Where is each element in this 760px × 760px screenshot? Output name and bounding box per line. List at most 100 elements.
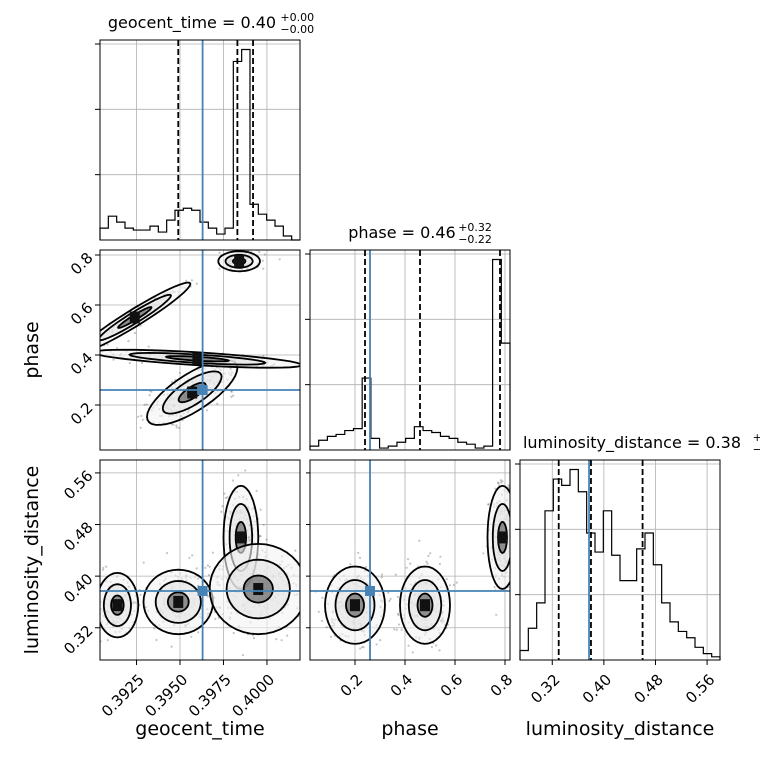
- joint-geocent-time-vs-phase-sample-point: [89, 341, 91, 343]
- joint-geocent-time-vs-phase-sample-point: [262, 354, 265, 357]
- joint-geocent-time-vs-phase-sample-point: [172, 423, 175, 426]
- joint-phase-vs-luminosity-distance-sample-point: [455, 581, 458, 584]
- title-geocent-time: geocent_time = 0.40 +0.00−0.00: [108, 11, 314, 36]
- joint-phase-vs-luminosity-distance-sample-point: [407, 644, 410, 647]
- joint-geocent-time-vs-phase-samples: [67, 244, 340, 472]
- joint-geocent-time-vs-phase-sample-point: [150, 390, 153, 393]
- joint-geocent-time-vs-phase-sample-point: [96, 337, 98, 339]
- joint-geocent-time-vs-phase-sample-point: [67, 351, 69, 353]
- joint-phase-vs-luminosity-distance-sample-point: [393, 628, 396, 631]
- joint-geocent-time-vs-phase-sample-point: [130, 462, 132, 464]
- joint-phase-vs-luminosity-distance-sample-point: [388, 599, 391, 603]
- joint-geocent-time-vs-phase-sample-point: [262, 267, 265, 270]
- joint-geocent-time-vs-phase-sample-point: [261, 259, 264, 262]
- joint-phase-vs-luminosity-distance-sample-point: [380, 573, 384, 576]
- joint-geocent-time-vs-phase-sample-point: [112, 358, 115, 361]
- joint-phase-vs-luminosity-distance-sample-point: [515, 592, 517, 594]
- joint-phase-vs-luminosity-distance-sample-point: [358, 556, 362, 560]
- joint-geocent-time-vs-luminosity-distance-sample-point: [237, 474, 240, 477]
- joint-geocent-time-vs-luminosity-distance-sample-point: [206, 564, 209, 567]
- joint-geocent-time-vs-phase-sample-point: [230, 390, 233, 393]
- joint-geocent-time-vs-phase-sample-point: [145, 403, 148, 406]
- joint-geocent-time-vs-phase-sample-point: [85, 338, 87, 340]
- joint-geocent-time-vs-luminosity-distance-sample-point: [249, 523, 252, 527]
- joint-geocent-time-vs-phase-sample-point: [94, 333, 96, 335]
- joint-geocent-time-vs-phase-sample-point: [97, 336, 99, 338]
- joint-phase-vs-luminosity-distance-sample-point: [511, 513, 513, 515]
- joint-phase-vs-luminosity-distance-sample-point: [512, 515, 514, 517]
- joint-geocent-time-vs-luminosity-distance-sample-point: [232, 631, 235, 635]
- joint-geocent-time-vs-luminosity-distance-sample-point: [231, 479, 234, 482]
- joint-geocent-time-vs-luminosity-distance-sample-point: [247, 536, 250, 539]
- joint-geocent-time-vs-phase-sample-point: [70, 355, 72, 357]
- joint-phase-vs-luminosity-distance-sample-point: [320, 619, 323, 623]
- joint-geocent-time-vs-phase-sample-point: [175, 424, 178, 427]
- joint-phase-vs-luminosity-distance-sample-point: [409, 562, 412, 565]
- xtick-label-phase: 0.4: [387, 671, 417, 701]
- joint-geocent-time-vs-phase-sample-point: [184, 279, 188, 282]
- joint-phase-vs-luminosity-distance-sample-point: [511, 551, 513, 553]
- joint-geocent-time-vs-luminosity-distance-frame-top: [99, 459, 301, 661]
- joint-phase-vs-luminosity-distance-sample-point: [513, 531, 515, 533]
- joint-phase-vs-luminosity-distance-axes: [309, 459, 517, 661]
- title-luminosity-distance: luminosity_distance = 0.38 +0.08−0.05: [523, 431, 760, 456]
- xtick-label-geocent-time: 0.3925: [98, 671, 148, 721]
- joint-phase-vs-luminosity-distance-sample-point: [487, 503, 490, 506]
- joint-phase-vs-luminosity-distance-sample-point: [405, 566, 408, 569]
- joint-phase-vs-luminosity-distance-sample-point: [494, 487, 497, 490]
- joint-geocent-time-vs-phase-sample-point: [230, 395, 233, 398]
- joint-geocent-time-vs-luminosity-distance-sample-point: [188, 556, 191, 560]
- joint-geocent-time-vs-phase-sample-point: [128, 362, 131, 365]
- joint-geocent-time-vs-luminosity-distance-sample-point: [144, 606, 147, 609]
- joint-phase-vs-luminosity-distance-sample-point: [359, 647, 362, 650]
- joint-phase-vs-luminosity-distance-sample-point: [329, 635, 333, 639]
- joint-geocent-time-vs-phase-sample-point: [217, 246, 219, 248]
- joint-geocent-time-vs-phase-sample-point: [140, 361, 144, 364]
- joint-phase-vs-luminosity-distance-sample-point: [430, 645, 433, 649]
- joint-geocent-time-vs-phase-sample-point: [170, 380, 173, 384]
- joint-geocent-time-vs-luminosity-distance-sample-point: [102, 566, 105, 570]
- title-text: phase = 0.46: [348, 223, 455, 242]
- joint-geocent-time-vs-luminosity-distance-density-peak: [235, 531, 246, 544]
- joint-geocent-time-vs-phase-sample-point: [92, 345, 94, 347]
- joint-phase-vs-luminosity-distance-sample-point: [429, 552, 432, 555]
- joint-geocent-time-vs-phase-sample-point: [338, 363, 340, 365]
- xtick-label-luminosity-distance: 0.40: [579, 671, 615, 707]
- joint-phase-vs-luminosity-distance-sample-point: [507, 486, 510, 489]
- joint-geocent-time-vs-phase-sample-point: [147, 345, 150, 348]
- joint-geocent-time-vs-luminosity-distance-sample-point: [97, 615, 99, 617]
- joint-phase-vs-luminosity-distance-sample-point: [511, 564, 513, 566]
- joint-geocent-time-vs-luminosity-distance-sample-point: [226, 496, 229, 499]
- joint-geocent-time-vs-phase-sample-point: [94, 470, 96, 472]
- joint-geocent-time-vs-luminosity-distance-sample-point: [214, 617, 217, 621]
- joint-phase-vs-luminosity-distance-sample-point: [487, 503, 490, 506]
- joint-geocent-time-vs-phase-sample-point: [190, 279, 193, 282]
- joint-geocent-time-vs-phase-sample-point: [89, 343, 91, 345]
- joint-geocent-time-vs-luminosity-distance-sample-point: [251, 634, 255, 637]
- ytick-label-luminosity-distance: 0.56: [60, 467, 96, 503]
- joint-geocent-time-vs-luminosity-distance-sample-point: [204, 566, 207, 570]
- ytick-label-phase: 0.2: [67, 399, 97, 429]
- joint-phase-vs-luminosity-distance-samples: [314, 479, 517, 654]
- joint-geocent-time-vs-luminosity-distance-sample-point: [207, 573, 211, 577]
- joint-geocent-time-vs-luminosity-distance-density-peak: [253, 583, 264, 596]
- joint-geocent-time-vs-luminosity-distance-sample-point: [244, 469, 247, 472]
- x-axis-label-phase: phase: [381, 718, 438, 740]
- joint-phase-vs-luminosity-distance-sample-point: [396, 612, 399, 615]
- joint-phase-vs-luminosity-distance-sample-point: [387, 591, 390, 594]
- joint-phase-vs-luminosity-distance-sample-point: [325, 626, 328, 629]
- joint-geocent-time-vs-phase-sample-point: [218, 267, 221, 270]
- xtick-label-geocent-time: 0.3950: [141, 671, 191, 721]
- joint-geocent-time-vs-phase-sample-point: [233, 244, 235, 246]
- xtick-label-luminosity-distance: 0.56: [682, 671, 718, 707]
- joint-geocent-time-vs-phase-density-peak: [234, 255, 245, 268]
- joint-phase-vs-luminosity-distance-sample-point: [500, 481, 503, 484]
- joint-geocent-time-vs-luminosity-distance-sample-point: [259, 535, 262, 538]
- joint-phase-vs-luminosity-distance-sample-point: [427, 554, 430, 558]
- joint-phase-vs-luminosity-distance-sample-point: [361, 646, 364, 649]
- joint-geocent-time-vs-phase-sample-point: [85, 344, 87, 346]
- joint-phase-vs-luminosity-distance-sample-point: [321, 596, 324, 599]
- title-text: luminosity_distance = 0.38: [523, 433, 741, 453]
- joint-geocent-time-vs-luminosity-distance-sample-point: [265, 538, 268, 541]
- joint-geocent-time-vs-phase-sample-point: [97, 342, 99, 344]
